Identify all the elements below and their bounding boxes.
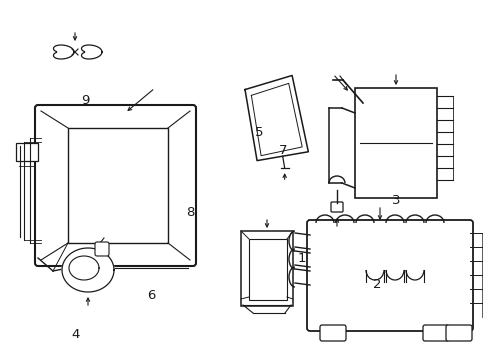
Text: 6: 6: [147, 289, 156, 302]
FancyBboxPatch shape: [248, 239, 286, 300]
FancyBboxPatch shape: [68, 128, 168, 243]
Polygon shape: [53, 45, 74, 59]
Polygon shape: [244, 76, 308, 161]
Polygon shape: [81, 45, 102, 59]
FancyBboxPatch shape: [445, 325, 471, 341]
FancyBboxPatch shape: [95, 242, 109, 256]
FancyBboxPatch shape: [16, 143, 38, 161]
Text: 9: 9: [81, 94, 90, 107]
Text: 4: 4: [71, 328, 80, 341]
FancyBboxPatch shape: [319, 325, 346, 341]
Text: 5: 5: [254, 126, 263, 139]
FancyBboxPatch shape: [330, 202, 342, 212]
FancyBboxPatch shape: [422, 325, 448, 341]
FancyBboxPatch shape: [35, 105, 196, 266]
Text: 8: 8: [186, 206, 195, 219]
FancyBboxPatch shape: [306, 220, 472, 331]
Text: 7: 7: [279, 144, 287, 157]
Polygon shape: [62, 248, 114, 292]
Text: 2: 2: [372, 278, 381, 291]
Text: 3: 3: [391, 194, 400, 207]
FancyBboxPatch shape: [241, 231, 292, 306]
FancyBboxPatch shape: [354, 88, 436, 198]
Text: 1: 1: [297, 252, 306, 265]
